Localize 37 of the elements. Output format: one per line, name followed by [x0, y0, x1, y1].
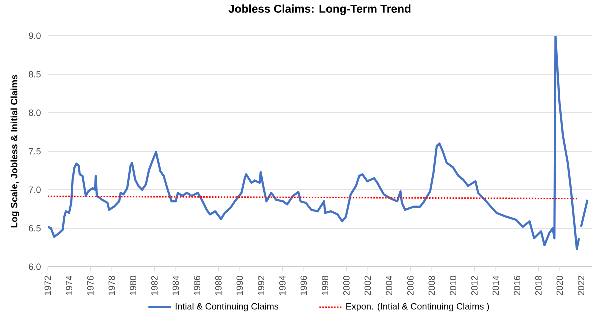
x-tick-label: 2020: [556, 276, 564, 296]
x-tick-label: 1986: [194, 276, 201, 296]
x-tick-label: 2002: [364, 276, 372, 296]
x-tick-label: 2014: [492, 276, 500, 296]
x-tick-label: 1982: [151, 276, 158, 296]
chart-title: Jobless Claims: Long-Term Trend: [228, 4, 411, 16]
x-tick-label: 2000: [343, 276, 350, 296]
x-tick-label: 1974: [66, 276, 73, 296]
x-tick-label: 1988: [215, 276, 222, 296]
x-tick-label: 1998: [322, 276, 329, 296]
x-tick-label: 2006: [407, 276, 414, 296]
y-tick-label: 8.0: [29, 110, 41, 116]
legend-label: Intial & Continuing Claims: [176, 303, 279, 312]
x-tick-label: 2016: [514, 276, 521, 296]
y-tick-label: 7.0: [29, 186, 41, 194]
y-tick-label: 6.0: [29, 264, 41, 270]
x-tick-label: 1992: [258, 276, 265, 296]
x-tick-label: 1978: [108, 276, 116, 296]
y-tick-label: 8.5: [29, 71, 41, 78]
x-tick-label: 1984: [172, 276, 180, 296]
x-tick-label: 2010: [450, 276, 457, 296]
x-tick-label: 1994: [279, 276, 286, 296]
x-tick-label: 2018: [535, 276, 542, 296]
y-tick-label: 7.5: [29, 148, 41, 155]
x-tick-label: 2022: [578, 276, 585, 296]
x-tick-label: 2008: [428, 276, 436, 296]
x-tick-label: 1996: [300, 276, 308, 296]
x-tick-label: 1980: [130, 276, 137, 296]
legend-label: Expon. (Intial & Continuing Claims ): [346, 303, 490, 312]
x-tick-label: 2004: [386, 276, 393, 296]
x-tick-label: 1990: [236, 276, 244, 296]
x-tick-label: 1976: [87, 276, 94, 296]
x-tick-label: 2012: [471, 276, 478, 296]
y-tick-label: 6.5: [29, 225, 41, 232]
x-tick-label: 1972: [44, 276, 52, 296]
y-tick-label: 9.0: [29, 32, 41, 40]
y-axis-title: Log Scale, Jobless & Initial Claims: [10, 75, 20, 228]
